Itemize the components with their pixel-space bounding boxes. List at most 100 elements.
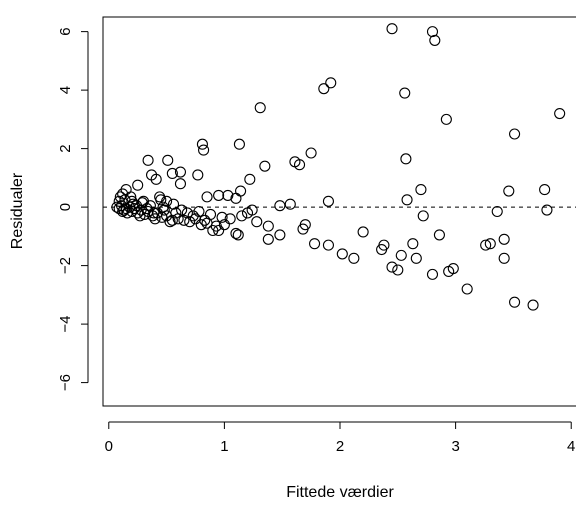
data-point (262, 220, 274, 232)
data-point (491, 205, 503, 218)
data-point (509, 128, 521, 140)
data-point (322, 239, 334, 251)
data-point (309, 238, 321, 250)
data-point (132, 179, 144, 191)
data-point (399, 87, 411, 99)
data-point (136, 197, 148, 209)
data-point (117, 205, 129, 218)
data-point (166, 214, 178, 226)
data-point (392, 264, 404, 276)
data-point (230, 192, 242, 204)
data-point (410, 252, 422, 264)
data-point (484, 238, 496, 250)
data-point (246, 204, 258, 216)
data-point (401, 194, 413, 206)
data-point (149, 213, 161, 225)
data-point (192, 169, 204, 181)
data-point (274, 229, 286, 241)
data-point (176, 204, 188, 216)
data-point (164, 216, 176, 228)
x-tick-label: 2 (336, 438, 344, 455)
data-point (395, 249, 407, 261)
data-point (539, 184, 551, 196)
data-point (142, 154, 154, 166)
data-point (498, 233, 510, 245)
data-point (262, 233, 274, 245)
data-point (117, 188, 129, 200)
x-tick-label: 0 (105, 438, 113, 455)
data-point (426, 268, 439, 280)
x-tick-label: 4 (567, 438, 575, 455)
data-point (386, 23, 398, 35)
data-point (480, 239, 492, 251)
data-point (167, 198, 180, 210)
data-point (554, 107, 566, 120)
y-tick-label: 2 (57, 144, 74, 152)
data-point (207, 224, 219, 237)
data-point (509, 296, 521, 308)
data-point (274, 200, 286, 212)
data-point (447, 262, 459, 275)
data-point (170, 207, 182, 219)
data-point (236, 210, 248, 222)
data-point (527, 299, 539, 311)
x-axis-title: Fittede værdier (286, 484, 394, 501)
data-point (429, 34, 441, 46)
data-point (318, 83, 330, 95)
data-point (254, 102, 266, 114)
data-point (125, 191, 137, 203)
data-point (216, 211, 228, 223)
data-point (166, 167, 178, 180)
data-point (503, 185, 515, 197)
data-point (144, 200, 156, 212)
data-point (198, 144, 210, 156)
data-point (213, 189, 225, 201)
data-point (415, 184, 427, 196)
x-tick-label: 1 (220, 438, 228, 455)
data-point (284, 198, 296, 210)
y-tick-label: −2 (57, 257, 74, 274)
data-point (461, 283, 473, 295)
y-tick-label: 0 (57, 203, 74, 211)
data-point (154, 191, 166, 203)
y-axis-title: Residualer (9, 172, 26, 249)
data-point (204, 208, 217, 220)
data-points (111, 23, 566, 311)
data-point (244, 173, 256, 185)
data-point (193, 205, 205, 218)
data-point (184, 216, 196, 228)
data-point (120, 184, 132, 196)
data-point (325, 77, 337, 89)
data-point (222, 189, 234, 201)
data-point (235, 185, 247, 197)
data-point (426, 26, 439, 38)
data-point (251, 216, 263, 228)
data-point (148, 207, 160, 219)
data-point (201, 191, 213, 203)
data-point (407, 238, 419, 250)
data-point (259, 160, 271, 172)
data-point (400, 153, 412, 165)
data-point (230, 227, 242, 239)
y-tick-label: −4 (57, 316, 74, 333)
data-point (417, 210, 429, 222)
data-point (357, 226, 369, 238)
y-tick-label: −6 (57, 374, 74, 391)
data-point (541, 204, 553, 216)
data-point (210, 220, 222, 232)
data-point (113, 195, 125, 207)
data-point (157, 201, 169, 213)
y-axis: −6 −4 −2 0 2 4 6 (57, 27, 89, 391)
data-point (232, 229, 244, 241)
data-point (181, 207, 193, 219)
data-point (178, 214, 190, 226)
data-point (187, 210, 199, 222)
data-point (121, 207, 133, 219)
plot-frame (102, 16, 576, 407)
data-point (150, 173, 162, 185)
data-point (322, 195, 334, 207)
y-tick-label: 4 (57, 86, 74, 94)
data-point (348, 252, 360, 264)
data-point (196, 138, 208, 150)
data-point (224, 213, 236, 225)
